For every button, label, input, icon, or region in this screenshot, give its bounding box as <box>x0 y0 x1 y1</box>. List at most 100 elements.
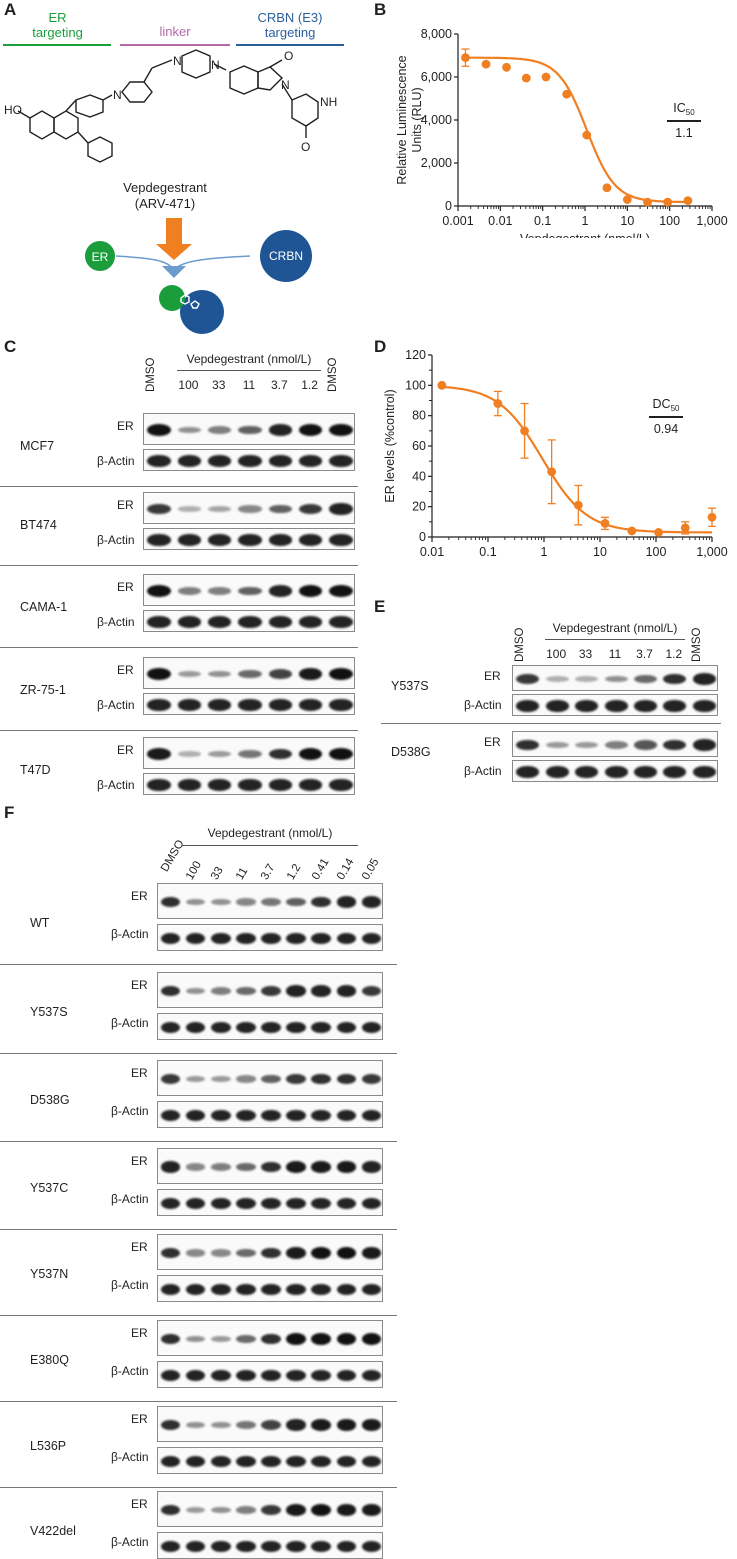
blot-band <box>261 1420 281 1430</box>
panel-a-letter: A <box>4 0 17 19</box>
x-tick-label: 0.001 <box>442 214 473 228</box>
blot-band <box>286 1283 306 1296</box>
cell-line-label: CAMA-1 <box>20 600 68 614</box>
blot-band <box>361 932 382 945</box>
blot-band <box>361 1109 382 1122</box>
panel-c-letter: C <box>4 337 17 356</box>
blot-band <box>185 1075 206 1083</box>
blot-band <box>177 534 202 546</box>
x-tick-label: 100 <box>659 214 680 228</box>
blot-band <box>361 1419 382 1431</box>
blot-band <box>261 1161 281 1173</box>
blot-band <box>160 1455 181 1468</box>
blot-band <box>286 985 306 997</box>
actin-row-label: β-Actin <box>97 533 135 547</box>
linker-label: linker <box>159 24 191 39</box>
er-blot <box>157 1406 383 1442</box>
blot-band <box>261 1021 281 1034</box>
actin-blot <box>157 1101 383 1128</box>
blot-band <box>177 506 202 512</box>
blot-band <box>311 1109 331 1122</box>
blot-band <box>261 1455 281 1468</box>
blot-band <box>286 1540 306 1553</box>
blot-band <box>336 1369 357 1382</box>
blot-band <box>286 1021 306 1034</box>
er-blot <box>157 1491 383 1527</box>
data-point <box>683 196 693 206</box>
conc-label: 3.7 <box>270 378 288 392</box>
er-row-label: ER <box>131 889 148 903</box>
blot-band <box>604 700 628 712</box>
actin-row-label: β-Actin <box>111 1450 149 1464</box>
blot-band <box>286 1161 306 1173</box>
blot-band <box>336 1540 357 1553</box>
blot-band <box>238 699 262 711</box>
blot-band <box>211 1021 231 1034</box>
data-point <box>502 62 511 72</box>
blot-band <box>336 1455 357 1468</box>
blot-band <box>261 898 281 906</box>
compound-code: (ARV-471) <box>134 196 196 211</box>
actin-row-label: β-Actin <box>111 1278 149 1292</box>
data-point <box>582 130 592 140</box>
blot-band <box>160 1369 181 1382</box>
blot-band <box>147 748 171 760</box>
blot-band <box>211 932 231 945</box>
annotation-label: DC50 <box>653 397 681 413</box>
cell-line-label: V422del <box>30 1524 76 1538</box>
er-row-label: ER <box>117 663 134 677</box>
blot-band <box>545 741 569 749</box>
blot-band <box>336 1073 357 1085</box>
blot-band <box>268 585 293 597</box>
blot-band <box>261 1247 281 1259</box>
blot-band <box>147 668 171 680</box>
actin-row-label: β-Actin <box>111 1104 149 1118</box>
er-targeting-bar <box>3 44 111 46</box>
blot-band <box>286 1455 306 1468</box>
data-point <box>521 73 531 83</box>
blot-band <box>211 1540 231 1553</box>
blot-band <box>329 779 353 791</box>
blot-band <box>236 932 256 945</box>
cell-line-label: Y537S <box>391 679 429 693</box>
blot-band <box>268 504 293 514</box>
x-tick-label: 1 <box>582 214 589 228</box>
blot-band <box>361 985 382 997</box>
blot-band <box>160 932 181 945</box>
crbn-circle-label: CRBN <box>268 249 303 263</box>
er-blot <box>143 737 355 769</box>
blot-band <box>211 1249 231 1257</box>
blot-band <box>336 1283 357 1296</box>
blot-band <box>663 700 687 712</box>
blot-band <box>185 1021 206 1034</box>
blot-band <box>298 779 323 791</box>
blot-band <box>147 455 171 467</box>
conc-label: 100 <box>178 378 199 392</box>
blot-band <box>361 1369 382 1382</box>
blot-band <box>177 426 202 434</box>
blot-band <box>236 1283 256 1296</box>
er-blot <box>143 574 355 606</box>
y-axis-label: Relative LuminescenceUnits (RLU) <box>395 55 424 184</box>
blot-band <box>311 1333 331 1345</box>
chart-d: 0204060801001200.010.11101001,000Vepdege… <box>383 348 728 558</box>
er-row-label: ER <box>131 1240 148 1254</box>
blot-band <box>207 670 232 678</box>
orange-arrow <box>156 218 192 260</box>
blot-band <box>207 506 232 512</box>
er-row-label: ER <box>117 580 134 594</box>
actin-blot <box>157 1532 383 1559</box>
er-row-label: ER <box>117 498 134 512</box>
actin-row-label: β-Actin <box>97 778 135 792</box>
blot-band <box>236 1540 256 1553</box>
blot-band <box>545 766 569 778</box>
blot-band <box>286 1333 306 1345</box>
er-blot <box>512 731 718 757</box>
blot-band <box>160 1197 181 1210</box>
actin-blot <box>157 1189 383 1216</box>
x-tick-label: 0.01 <box>420 545 444 558</box>
blot-band <box>238 586 262 596</box>
blot-band <box>329 668 353 680</box>
data-point <box>663 197 673 207</box>
blot-band <box>311 1161 331 1173</box>
